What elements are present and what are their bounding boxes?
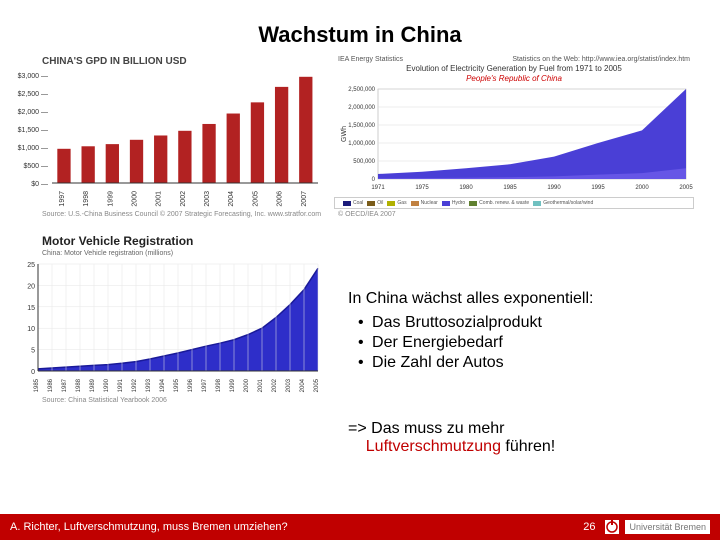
energy-hdr-right: Statistics on the Web: http://www.iea.or… [512, 56, 690, 63]
svg-text:2005: 2005 [314, 378, 320, 392]
svg-text:$2,000 —: $2,000 — [18, 109, 48, 116]
lead-text: In China wächst alles exponentiell: [348, 290, 708, 308]
svg-text:2002: 2002 [180, 191, 187, 207]
svg-text:2002: 2002 [272, 378, 278, 392]
bullet-1: Das Bruttosozialprodukt [358, 314, 708, 332]
svg-text:2000: 2000 [635, 185, 649, 191]
svg-text:$2,500 —: $2,500 — [18, 91, 48, 98]
svg-text:1980: 1980 [459, 185, 473, 191]
slide-title: Wachstum in China [0, 0, 720, 56]
svg-text:2001: 2001 [156, 191, 163, 207]
logo-text: Universität Bremen [625, 520, 710, 534]
uni-logo: Universität Bremen [603, 518, 710, 536]
svg-text:1992: 1992 [132, 378, 138, 392]
top-charts-row: CHINA'S GPD IN BILLION USD $0 — $500 — $1,… [0, 56, 720, 226]
concl-red: Luftverschmutzung [366, 438, 501, 455]
svg-text:2001: 2001 [258, 378, 264, 392]
svg-text:2,500,000: 2,500,000 [348, 87, 375, 93]
gdp-source: Source: U.S.-China Business Council © 20… [14, 211, 324, 218]
svg-text:15: 15 [27, 305, 35, 312]
bullet-2: Der Energiebedarf [358, 334, 708, 352]
energy-title2: People's Republic of China [334, 74, 694, 83]
svg-text:1986: 1986 [48, 378, 54, 392]
gdp-chart-svg: $0 — $500 — $1,000 — $1,500 — $2,000 — $2,500… [14, 69, 324, 209]
svg-text:$1,000 —: $1,000 — [18, 145, 48, 152]
text-block: In China wächst alles exponentiell: Das … [348, 290, 708, 374]
svg-text:1990: 1990 [547, 185, 561, 191]
svg-text:1995: 1995 [591, 185, 605, 191]
svg-text:1991: 1991 [118, 378, 124, 392]
svg-text:20: 20 [27, 283, 35, 290]
page-number: 26 [583, 521, 595, 533]
svg-text:1990: 1990 [104, 378, 110, 392]
svg-text:1996: 1996 [188, 378, 194, 392]
svg-text:1,500,000: 1,500,000 [348, 123, 375, 129]
svg-text:1997: 1997 [59, 191, 66, 207]
energy-chart: IEA Energy Statistics Statistics on the … [334, 56, 694, 226]
energy-legend: CoalOilGasNuclearHydroComb. renew. & was… [334, 197, 694, 209]
svg-text:1989: 1989 [90, 378, 96, 392]
svg-text:2004: 2004 [300, 378, 306, 392]
svg-text:1998: 1998 [216, 378, 222, 392]
svg-text:$0 —: $0 — [31, 181, 48, 188]
svg-text:1999: 1999 [107, 191, 114, 207]
energy-chart-svg: 0 500,000 1,000,000 1,500,000 2,000,000 2,500… [334, 85, 694, 195]
svg-text:0: 0 [31, 369, 35, 376]
energy-source: © OECD/IEA 2007 [334, 211, 694, 218]
energy-title1: Evolution of Electricity Generation by F… [334, 64, 694, 73]
svg-text:10: 10 [27, 326, 35, 333]
vehicles-subtitle: China: Motor Vehicle registration (milli… [14, 250, 324, 257]
svg-text:2005: 2005 [679, 185, 693, 191]
svg-text:2000: 2000 [244, 378, 250, 392]
svg-text:1994: 1994 [160, 378, 166, 392]
svg-text:1,000,000: 1,000,000 [348, 141, 375, 147]
svg-text:2003: 2003 [286, 378, 292, 392]
footer: A. Richter, Luftverschmutzung, muss Brem… [0, 514, 720, 540]
svg-text:500,000: 500,000 [353, 159, 375, 165]
svg-text:25: 25 [27, 262, 35, 269]
svg-text:0: 0 [372, 177, 376, 183]
svg-text:1971: 1971 [371, 185, 385, 191]
energy-hdr-left: IEA Energy Statistics [338, 56, 403, 63]
svg-text:1985: 1985 [503, 185, 517, 191]
concl-after: führen! [501, 438, 555, 455]
footer-left: A. Richter, Luftverschmutzung, muss Brem… [10, 521, 288, 533]
vehicles-source: Source: China Statistical Yearbook 2006 [14, 397, 324, 404]
svg-text:1993: 1993 [146, 378, 152, 392]
svg-text:$1,500 —: $1,500 — [18, 127, 48, 134]
vehicles-chart-svg: 0 5 10 15 20 25 1985 1986 1987 1988 1989 1990 1991 19… [14, 260, 324, 395]
vehicles-title: Motor Vehicle Registration [14, 234, 324, 248]
bullet-3: Die Zahl der Autos [358, 354, 708, 372]
conclusion: => Das muss zu mehr Luftverschmutzung fü… [348, 420, 555, 456]
svg-text:2007: 2007 [301, 191, 308, 207]
svg-text:1985: 1985 [34, 378, 40, 392]
svg-text:GWh: GWh [341, 126, 348, 142]
svg-text:1975: 1975 [415, 185, 429, 191]
svg-text:2005: 2005 [252, 191, 259, 207]
svg-text:$3,000 —: $3,000 — [18, 73, 48, 80]
svg-text:$500 —: $500 — [23, 163, 48, 170]
concl-pre: => Das muss zu mehr [348, 420, 505, 437]
gdp-chart-title: CHINA'S GPD IN BILLION USD [14, 56, 324, 67]
svg-text:2003: 2003 [204, 191, 211, 207]
svg-text:2000: 2000 [132, 191, 139, 207]
svg-text:1988: 1988 [76, 378, 82, 392]
vehicles-chart: Motor Vehicle Registration China: Motor … [14, 234, 324, 414]
svg-text:2006: 2006 [277, 191, 284, 207]
svg-text:1998: 1998 [83, 191, 90, 207]
bullet-list: Das Bruttosozialprodukt Der Energiebedar… [358, 314, 708, 372]
gdp-chart: CHINA'S GPD IN BILLION USD $0 — $500 — $1,… [14, 56, 324, 226]
svg-text:5: 5 [31, 348, 35, 355]
svg-text:1995: 1995 [174, 378, 180, 392]
svg-text:1987: 1987 [62, 378, 68, 392]
svg-text:1999: 1999 [230, 378, 236, 392]
svg-text:1997: 1997 [202, 378, 208, 392]
logo-icon [603, 518, 621, 536]
svg-text:2,000,000: 2,000,000 [348, 105, 375, 111]
svg-text:2004: 2004 [228, 191, 235, 207]
